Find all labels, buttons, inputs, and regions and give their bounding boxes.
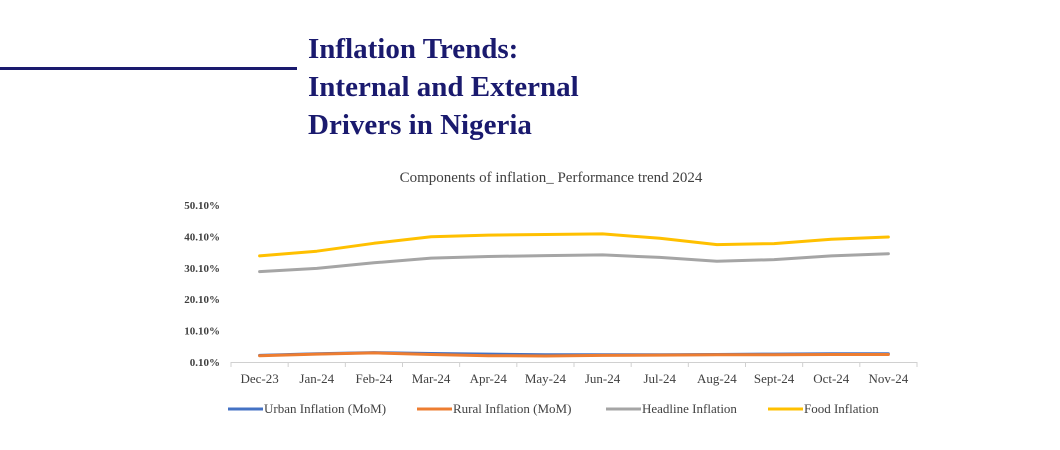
x-tick-label: Jan-24 bbox=[299, 371, 334, 386]
x-tick-label: Feb-24 bbox=[355, 371, 392, 386]
x-tick-label: Jun-24 bbox=[585, 371, 621, 386]
slide-title-line-3: Drivers in Nigeria bbox=[308, 109, 532, 141]
x-tick-label: Sept-24 bbox=[754, 371, 795, 386]
legend-label: Urban Inflation (MoM) bbox=[264, 401, 386, 416]
series-line-food-inflation bbox=[258, 232, 890, 258]
x-tick-label: May-24 bbox=[525, 371, 567, 386]
slide-title-line-2: Internal and External bbox=[308, 71, 579, 103]
x-tick-label: Apr-24 bbox=[470, 371, 508, 386]
y-tick-label: 0.10% bbox=[190, 357, 220, 369]
legend-label: Food Inflation bbox=[804, 401, 879, 416]
x-tick-label: Oct-24 bbox=[813, 371, 850, 386]
x-tick-label: Nov-24 bbox=[869, 371, 909, 386]
legend-label: Rural Inflation (MoM) bbox=[453, 401, 571, 416]
title-accent-rule bbox=[0, 67, 297, 70]
x-tick-label: Aug-24 bbox=[697, 371, 737, 386]
x-tick-label: Jul-24 bbox=[644, 371, 677, 386]
y-tick-label: 20.10% bbox=[184, 294, 220, 306]
slide-title-line-1: Inflation Trends: bbox=[308, 33, 519, 65]
x-tick-label: Mar-24 bbox=[412, 371, 451, 386]
y-tick-label: 30.10% bbox=[184, 263, 220, 275]
y-tick-label: 10.10% bbox=[184, 326, 220, 338]
series-line-headline-inflation bbox=[258, 252, 890, 274]
series-line-rural-inflation-mom bbox=[258, 351, 890, 358]
chart-title: Components of inflation_ Performance tre… bbox=[400, 170, 703, 186]
y-tick-label: 50.10% bbox=[184, 200, 220, 212]
slide-title: Inflation Trends: Internal and External … bbox=[308, 30, 579, 144]
x-tick-label: Dec-23 bbox=[240, 371, 278, 386]
legend-label: Headline Inflation bbox=[642, 401, 737, 416]
y-tick-label: 40.10% bbox=[184, 231, 220, 243]
